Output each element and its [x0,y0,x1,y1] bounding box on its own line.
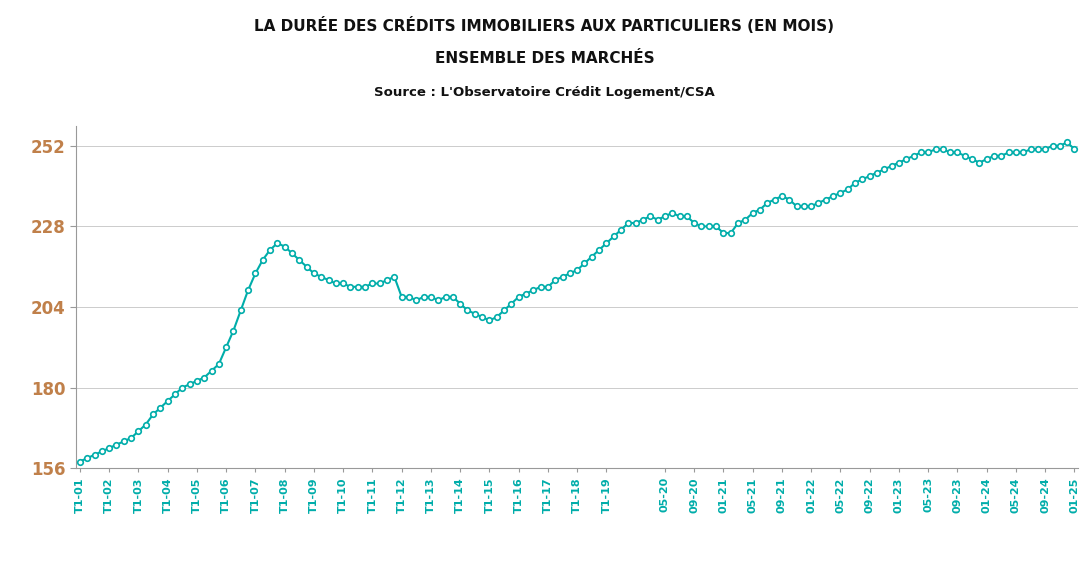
Text: ENSEMBLE DES MARCHÉS: ENSEMBLE DES MARCHÉS [435,51,654,66]
Text: Source : L'Observatoire Crédit Logement/CSA: Source : L'Observatoire Crédit Logement/… [375,86,714,99]
Text: LA DURÉE DES CRÉDITS IMMOBILIERS AUX PARTICULIERS (EN MOIS): LA DURÉE DES CRÉDITS IMMOBILIERS AUX PAR… [255,17,834,34]
